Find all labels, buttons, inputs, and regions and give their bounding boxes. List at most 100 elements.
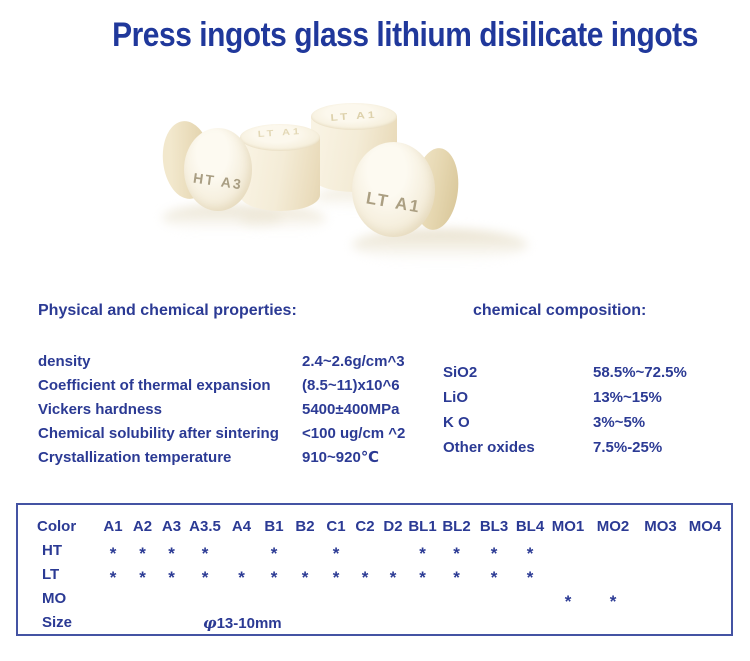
availability-star: *: [270, 568, 278, 587]
availability-empty: [224, 539, 259, 563]
color-table-header-row: Color A1 A2 A3 A3.5 A4 B1 B2 C1 C2 D2 BL1 BL2 BL3 BL4 M…: [18, 515, 731, 539]
composition-value: 13%~15%: [593, 389, 662, 406]
row-label: MO: [42, 590, 67, 607]
chemical-composition-list: SiO2 58.5%~72.5% LiO 13%~15% K O 3%~5% O…: [443, 360, 743, 460]
composition-label: Other oxides: [443, 439, 535, 456]
availability-star: *: [301, 568, 309, 587]
table-header-bl3: BL3: [479, 518, 509, 535]
availability-star: *: [419, 568, 426, 587]
availability-star: *: [139, 544, 146, 563]
physical-properties-heading: Physical and chemical properties:: [38, 302, 297, 319]
ingot-disc-lt-a1: LT A1: [352, 142, 435, 237]
availability-empty: [98, 587, 128, 611]
table-header-a1: A1: [103, 518, 123, 535]
availability-star: *: [564, 592, 572, 611]
availability-star: *: [332, 568, 340, 587]
availability-empty: [289, 587, 321, 611]
table-header-a3: A3: [161, 518, 182, 535]
availability-star: *: [453, 568, 460, 587]
physical-properties-list: density 2.4~2.6g/cm^3 Coefficient of the…: [38, 350, 438, 470]
availability-empty: [637, 539, 684, 563]
composition-row: K O 3%~5%: [443, 410, 743, 435]
composition-label: SiO2: [443, 364, 478, 381]
table-header-c1: C1: [326, 518, 346, 535]
table-header-bl2: BL2: [442, 518, 471, 535]
color-table-body: HT * * * * * * * * * * LT * * * * * * * * * * * * * * MO * * Size φ13-…: [18, 539, 731, 635]
availability-star: *: [453, 544, 460, 563]
ingot-engraving: HT A3: [192, 169, 244, 193]
availability-empty: [224, 587, 259, 611]
property-label: Vickers hardness: [38, 401, 162, 418]
table-corner-label: Color: [37, 518, 77, 535]
composition-row: Other oxides 7.5%-25%: [443, 435, 743, 460]
availability-star: *: [201, 568, 209, 587]
table-header-bl1: BL1: [408, 518, 437, 535]
row-label: HT: [42, 542, 62, 559]
table-row-lt: LT * * * * * * * * * * * * * *: [18, 563, 731, 587]
availability-empty: [475, 587, 513, 611]
availability-empty: [379, 587, 407, 611]
table-row-mo: MO * *: [18, 587, 731, 611]
property-row: Vickers hardness 5400±400MPa: [38, 398, 438, 422]
availability-empty: [128, 587, 157, 611]
availability-star: *: [109, 544, 117, 563]
table-header-mo1: MO1: [551, 518, 585, 535]
availability-star: *: [168, 568, 175, 587]
table-header-b2: B2: [295, 518, 315, 535]
availability-empty: [637, 563, 684, 587]
availability-star: *: [490, 544, 498, 563]
ingot-top: LT A1: [311, 103, 397, 130]
composition-row: SiO2 58.5%~72.5%: [443, 360, 743, 385]
availability-star: *: [419, 544, 426, 563]
property-value: <100 ug/cm ^2: [302, 425, 406, 442]
availability-empty: [321, 587, 351, 611]
property-row: Coefficient of thermal expansion (8.5~11…: [38, 374, 438, 398]
table-header-a2: A2: [132, 518, 153, 535]
composition-row: LiO 13%~15%: [443, 385, 743, 410]
phi-symbol: φ: [203, 614, 217, 632]
ingot-engraving: LT A1: [364, 188, 423, 217]
availability-star: *: [238, 568, 245, 587]
availability-empty: [186, 587, 224, 611]
property-label: Coefficient of thermal expansion: [38, 377, 271, 394]
table-header-d2: D2: [383, 518, 403, 535]
property-value: 5400±400MPa: [302, 401, 400, 418]
availability-empty: [684, 563, 726, 587]
table-header-mo3: MO3: [644, 518, 677, 535]
availability-empty: [589, 563, 637, 587]
property-value: (8.5~11)x10^6: [302, 377, 400, 394]
size-value: φ13-10mm: [203, 614, 282, 632]
availability-star: *: [109, 568, 117, 587]
composition-label: K O: [443, 414, 470, 431]
availability-star: *: [490, 568, 498, 587]
shade-availability-table: Color A1 A2 A3 A3.5 A4 B1 B2 C1 C2 D2 BL1 BL2 BL3 BL4 M…: [16, 503, 733, 636]
page-title: Press ingots glass lithium disilicate in…: [112, 16, 698, 54]
availability-empty: [407, 587, 438, 611]
property-row: Chemical solubility after sintering <100…: [38, 422, 438, 446]
chemical-composition-heading: chemical composition:: [473, 302, 647, 319]
availability-star: *: [139, 568, 146, 587]
availability-empty: [351, 539, 379, 563]
table-header-mo2: MO2: [596, 518, 630, 535]
availability-empty: [637, 587, 684, 611]
composition-value: 7.5%-25%: [593, 439, 663, 456]
chemical-composition-section: chemical composition: SiO2 58.5%~72.5% L…: [443, 302, 743, 460]
ingot-top: LT A1: [240, 124, 320, 151]
availability-empty: [547, 563, 589, 587]
ingot-cylinder-middle: LT A1: [240, 124, 320, 211]
table-header-a3.5: A3.5: [189, 518, 221, 535]
table-header-b1: B1: [264, 518, 284, 535]
availability-star: *: [609, 592, 617, 611]
availability-star: *: [201, 544, 209, 563]
availability-empty: [289, 539, 321, 563]
ingot-engraving: LT A1: [257, 126, 303, 140]
availability-empty: [157, 587, 186, 611]
table-header-a4: A4: [231, 518, 252, 535]
availability-star: *: [361, 568, 369, 587]
ingot-engraving: LT A1: [330, 108, 378, 124]
availability-star: *: [332, 544, 340, 563]
property-row: Crystallization temperature 910~920℃: [38, 446, 438, 470]
table-header-mo4: MO4: [688, 518, 722, 535]
availability-empty: [589, 539, 637, 563]
